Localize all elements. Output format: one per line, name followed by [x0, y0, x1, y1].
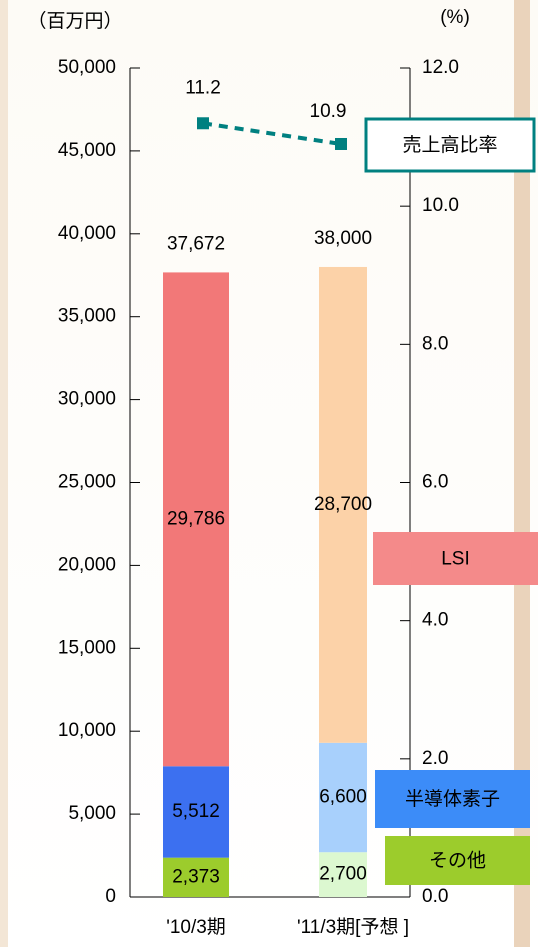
legend-box — [385, 836, 530, 885]
bar-segment — [319, 266, 367, 743]
y-tick-label: 35,000 — [58, 306, 116, 327]
y2-tick-label: 6.0 — [422, 472, 448, 493]
segment-label: 29,786 — [167, 508, 225, 529]
legend-label: LSI — [441, 549, 470, 570]
legend-box — [373, 532, 538, 585]
y2-tick-label: 8.0 — [422, 333, 448, 354]
y-tick-label: 0 — [105, 886, 116, 907]
legend-label: 売上高比率 — [402, 134, 497, 156]
y2-axis-label: (%) — [440, 7, 470, 28]
y2-tick-label: 0.0 — [422, 886, 448, 907]
ratio-marker — [197, 117, 209, 130]
x-tick-label: '11/3期[予想 ] — [297, 916, 409, 938]
y2-tick-label: 4.0 — [422, 610, 448, 631]
x-tick-label: '10/3期 — [166, 916, 226, 938]
y-tick-label: 50,000 — [58, 57, 116, 78]
y-tick-label: 40,000 — [58, 223, 116, 244]
segment-label: 2,373 — [172, 866, 220, 887]
y-tick-label: 10,000 — [58, 720, 116, 741]
total-label: 38,000 — [314, 228, 372, 249]
bar-segment — [163, 766, 229, 858]
y-tick-label: 25,000 — [58, 472, 116, 493]
y2-tick-label: 12.0 — [422, 57, 459, 78]
bar-segment — [319, 742, 367, 853]
left-stripe — [0, 0, 8, 947]
bar-segment — [319, 852, 367, 897]
y2-tick-label: 10.0 — [422, 195, 459, 216]
y-tick-label: 45,000 — [58, 140, 116, 161]
segment-label: 2,700 — [319, 864, 367, 885]
segment-label: 5,512 — [172, 801, 220, 822]
y-tick-label: 30,000 — [58, 389, 116, 410]
y-tick-label: 15,000 — [58, 637, 116, 658]
y-axis-label: （百万円） — [27, 10, 122, 32]
legend-box — [364, 117, 536, 173]
segment-label: 6,600 — [319, 787, 367, 808]
ratio-label: 10.9 — [310, 101, 347, 122]
ratio-marker — [335, 137, 347, 150]
legend-label: 半導体素子 — [405, 788, 500, 810]
y-tick-label: 5,000 — [68, 803, 116, 824]
ratio-label: 11.2 — [185, 77, 221, 98]
y-tick-label: 20,000 — [58, 554, 116, 575]
legend-box — [375, 770, 530, 828]
right-stripe — [514, 0, 530, 947]
ratio-line — [202, 121, 342, 146]
total-label: 37,672 — [167, 233, 225, 254]
bar-segment — [163, 857, 229, 897]
y2-tick-label: 2.0 — [422, 748, 448, 769]
segment-label: 28,700 — [314, 494, 372, 515]
bar-segment — [163, 272, 229, 767]
legend-label: その他 — [429, 850, 486, 872]
